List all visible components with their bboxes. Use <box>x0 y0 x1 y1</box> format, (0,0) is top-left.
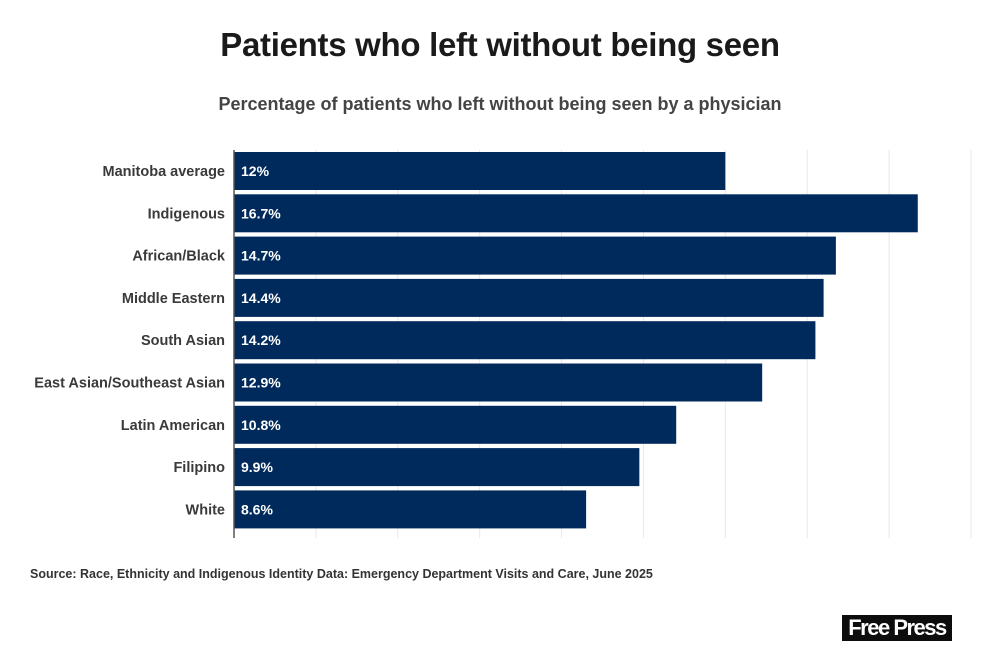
category-label: White <box>186 502 225 518</box>
data-label: 8.6% <box>241 501 273 517</box>
category-label: Latin American <box>121 418 225 434</box>
category-label: Manitoba average <box>103 164 226 180</box>
data-label: 10.8% <box>241 417 281 433</box>
free-press-logo: Free Press <box>842 615 952 641</box>
chart-subtitle: Percentage of patients who left without … <box>218 94 782 114</box>
bar <box>234 405 677 444</box>
category-label: Filipino <box>173 460 225 476</box>
chart-title: Patients who left without being seen <box>220 26 780 63</box>
bar <box>234 321 816 360</box>
category-label: African/Black <box>132 249 226 265</box>
source-note: Source: Race, Ethnicity and Indigenous I… <box>30 567 653 581</box>
data-label: 12.9% <box>241 375 281 391</box>
bar <box>234 448 640 487</box>
bars <box>234 152 918 529</box>
category-labels: Manitoba average Indigenous African/Black M… <box>34 164 226 518</box>
category-label: East Asian/Southeast Asian <box>34 376 225 392</box>
bar <box>234 278 824 317</box>
category-label: Middle Eastern <box>122 291 225 307</box>
data-label: 14.2% <box>241 332 281 348</box>
bar <box>234 490 587 529</box>
data-label: 12% <box>241 163 270 179</box>
data-label: 16.7% <box>241 205 281 221</box>
data-label: 9.9% <box>241 459 273 475</box>
bar <box>234 194 918 233</box>
category-label: South Asian <box>141 333 225 349</box>
bar <box>234 152 726 190</box>
data-label: 14.7% <box>241 248 281 264</box>
bar <box>234 363 763 402</box>
value-labels: 12% 16.7% 14.7% 14.4% 14.2% 12.9% 10.8% 9.9% 8.6… <box>241 163 281 517</box>
bar <box>234 236 836 275</box>
category-label: Indigenous <box>148 206 225 222</box>
data-label: 14.4% <box>241 290 281 306</box>
